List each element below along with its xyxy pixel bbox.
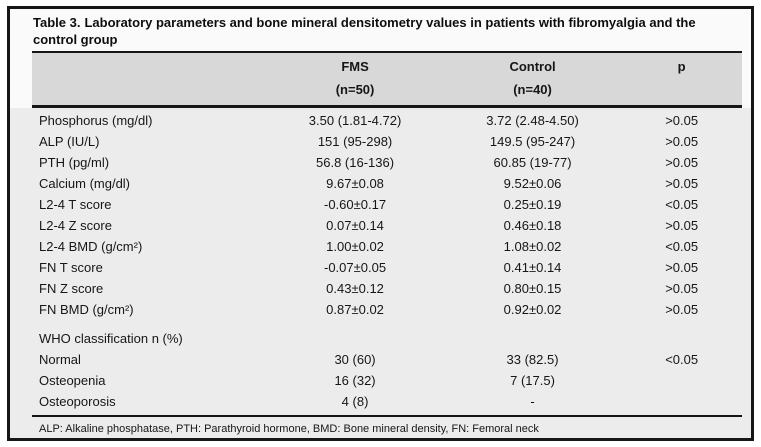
header-row-n: (n=50) (n=40) (32, 81, 742, 98)
fms-value: -0.07±0.05 (324, 260, 387, 275)
control-value: 60.85 (19-77) (493, 155, 572, 170)
row-label: FN T score (39, 260, 103, 275)
p-value: <0.05 (665, 352, 699, 367)
table-row: L2-4 Z score 0.07±0.14 0.46±0.18 >0.05 (32, 215, 742, 236)
control-value: - (530, 394, 535, 409)
p-value: >0.05 (665, 134, 699, 149)
header-band: FMS Control p (n=50) (n=40) (32, 51, 742, 108)
p-value: >0.05 (665, 218, 699, 233)
fms-value: -0.60±0.17 (324, 197, 387, 212)
row-label: L2-4 BMD (g/cm²) (39, 239, 143, 254)
table-row: L2-4 T score -0.60±0.17 0.25±0.19 <0.05 (32, 194, 742, 215)
control-value: 0.92±0.02 (503, 302, 562, 317)
fms-value: 30 (60) (334, 352, 376, 367)
row-label: Calcium (mg/dl) (39, 176, 131, 191)
p-value: >0.05 (665, 176, 699, 191)
table-row: Phosphorus (mg/dl) 3.50 (1.81-4.72) 3.72… (32, 110, 742, 131)
row-label: Phosphorus (mg/dl) (39, 113, 153, 128)
p-value: <0.05 (665, 197, 699, 212)
footnote-values-note: Values show mean±SD or median (min-max) (39, 437, 742, 438)
fms-value: 9.67±0.08 (326, 176, 384, 191)
fms-value: 56.8 (16-136) (316, 155, 395, 170)
table-row: Osteoporosis 4 (8) - (32, 391, 742, 412)
table-footnotes: ALP: Alkaline phosphatase, PTH: Parathyr… (32, 417, 742, 438)
table-title: Table 3. Laboratory parameters and bone m… (10, 9, 751, 51)
section-row-who-classification: WHO classification n (%) (32, 328, 742, 349)
control-value: 7 (17.5) (510, 373, 555, 388)
control-value: 1.08±0.02 (503, 239, 562, 254)
control-value: 33 (82.5) (506, 352, 559, 367)
table-body: Phosphorus (mg/dl) 3.50 (1.81-4.72) 3.72… (10, 108, 751, 438)
p-value: >0.05 (665, 155, 699, 170)
fms-value: 3.50 (1.81-4.72) (308, 113, 402, 128)
control-value: 0.41±0.14 (503, 260, 562, 275)
column-header-control: Control (509, 59, 556, 74)
p-value: >0.05 (665, 281, 699, 296)
table-row: FN Z score 0.43±0.12 0.80±0.15 >0.05 (32, 278, 742, 299)
table-row: PTH (pg/ml) 56.8 (16-136) 60.85 (19-77) … (32, 152, 742, 173)
fms-value: 1.00±0.02 (326, 239, 384, 254)
control-value: 0.46±0.18 (503, 218, 562, 233)
table-frame: Table 3. Laboratory parameters and bone m… (7, 6, 754, 441)
table-row: ALP (IU/L) 151 (95-298) 149.5 (95-247) >… (32, 131, 742, 152)
footnote-divider (32, 415, 742, 417)
fms-value: 4 (8) (341, 394, 369, 409)
table-row: Normal 30 (60) 33 (82.5) <0.05 (32, 349, 742, 370)
fms-value: 0.87±0.02 (326, 302, 384, 317)
row-label: Osteoporosis (39, 394, 116, 409)
row-label: Normal (39, 352, 81, 367)
column-header-fms: FMS (341, 59, 369, 74)
control-value: 0.80±0.15 (503, 281, 562, 296)
table-row: Osteopenia 16 (32) 7 (17.5) (32, 370, 742, 391)
p-value: >0.05 (665, 260, 699, 275)
section-label: WHO classification n (%) (39, 331, 183, 346)
table-row: Calcium (mg/dl) 9.67±0.08 9.52±0.06 >0.0… (32, 173, 742, 194)
fms-value: 0.07±0.14 (326, 218, 384, 233)
column-header-p: p (677, 59, 686, 74)
p-value: >0.05 (665, 113, 699, 128)
table-number-label: Table 3. (33, 15, 81, 30)
table-header: FMS Control p (n=50) (n=40) (10, 51, 751, 108)
row-label: FN BMD (g/cm²) (39, 302, 134, 317)
table-row: FN T score -0.07±0.05 0.41±0.14 >0.05 (32, 257, 742, 278)
fms-value: 16 (32) (334, 373, 376, 388)
table-title-text: Laboratory parameters and bone mineral d… (33, 15, 696, 47)
row-label: L2-4 T score (39, 197, 112, 212)
column-subheader-fms-n: (n=50) (335, 82, 375, 97)
row-label: Osteopenia (39, 373, 106, 388)
row-label: ALP (IU/L) (39, 134, 100, 149)
fms-value: 151 (95-298) (317, 134, 393, 149)
row-label: PTH (pg/ml) (39, 155, 110, 170)
row-label: L2-4 Z score (39, 218, 112, 233)
footnote-abbreviations: ALP: Alkaline phosphatase, PTH: Parathyr… (39, 423, 539, 435)
header-row-groups: FMS Control p (32, 58, 742, 75)
control-value: 9.52±0.06 (503, 176, 562, 191)
control-value: 3.72 (2.48-4.50) (486, 113, 579, 128)
table-row: L2-4 BMD (g/cm²) 1.00±0.02 1.08±0.02 <0.… (32, 236, 742, 257)
row-label: FN Z score (39, 281, 104, 296)
table-row: FN BMD (g/cm²) 0.87±0.02 0.92±0.02 >0.05 (32, 299, 742, 320)
control-value: 149.5 (95-247) (489, 134, 576, 149)
p-value: >0.05 (665, 302, 699, 317)
column-subheader-control-n: (n=40) (513, 82, 552, 97)
fms-value: 0.43±0.12 (326, 281, 384, 296)
control-value: 0.25±0.19 (503, 197, 562, 212)
p-value: <0.05 (665, 239, 699, 254)
